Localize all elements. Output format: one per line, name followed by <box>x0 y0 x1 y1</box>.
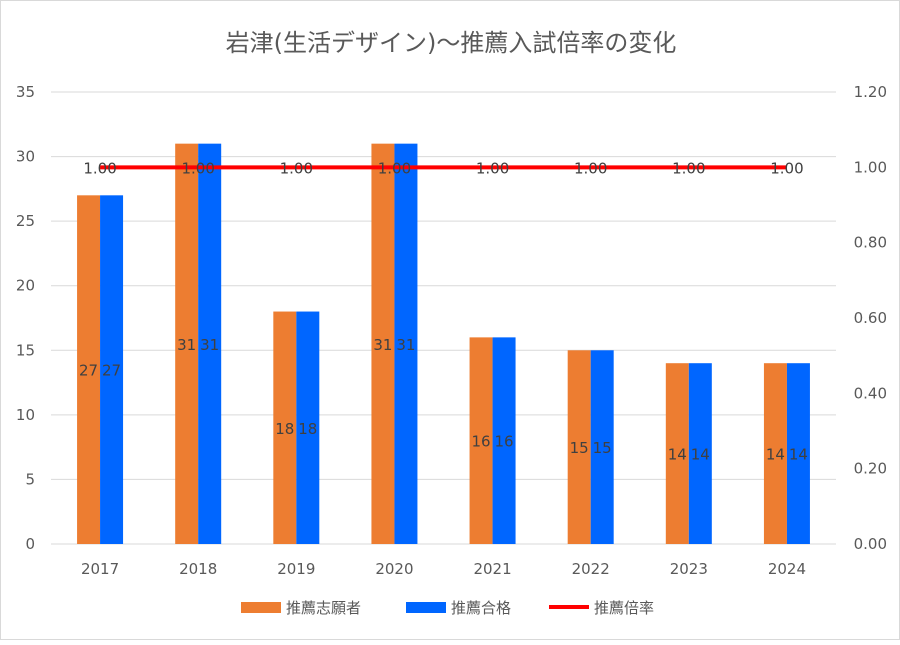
x-tick-label: 2024 <box>768 560 806 578</box>
y-left-tick-label: 15 <box>16 341 35 359</box>
ratio-data-label: 1.00 <box>672 159 705 177</box>
bar-data-label: 18 <box>275 420 294 438</box>
bar-data-label: 31 <box>373 336 392 354</box>
y-right-tick-label: 1.00 <box>854 158 887 176</box>
ratio-data-label: 1.00 <box>181 159 214 177</box>
legend-label: 推薦倍率 <box>594 599 654 617</box>
y-right-tick-label: 0.80 <box>854 234 887 252</box>
y-right-tick-label: 0.40 <box>854 384 887 402</box>
x-tick-label: 2020 <box>375 560 413 578</box>
bar-data-label: 16 <box>495 433 514 451</box>
bar-data-label: 16 <box>472 433 491 451</box>
bar-data-label: 31 <box>200 336 219 354</box>
bar-data-label: 18 <box>298 420 317 438</box>
ratio-data-label: 1.00 <box>476 159 509 177</box>
y-left-tick-label: 20 <box>16 277 35 295</box>
y-right-tick-label: 0.00 <box>854 535 887 553</box>
y-left-tick-label: 30 <box>16 148 35 166</box>
bar-data-label: 15 <box>593 439 612 457</box>
x-tick-label: 2018 <box>179 560 217 578</box>
bar-data-label: 14 <box>766 446 785 464</box>
gridlines <box>51 92 836 544</box>
bar-data-label: 31 <box>396 336 415 354</box>
bar-data-label: 27 <box>79 362 98 380</box>
y-right-tick-label: 1.20 <box>854 83 887 101</box>
axes: 0 5 10 15 20 25 30 35 0.00 0.20 0.40 0.60 0.80 1.00 1.… <box>16 83 887 578</box>
ratio-data-label: 1.00 <box>574 159 607 177</box>
x-tick-label: 2023 <box>670 560 708 578</box>
y-left-tick-label: 0 <box>25 535 35 553</box>
y-right-tick-label: 0.20 <box>854 460 887 478</box>
bar-data-label: 14 <box>691 446 710 464</box>
y-right-tick-label: 0.60 <box>854 309 887 327</box>
ratio-data-label: 1.00 <box>280 159 313 177</box>
bar-data-label: 27 <box>102 362 121 380</box>
bar-data-label: 31 <box>177 336 196 354</box>
y-left-tick-label: 5 <box>25 470 35 488</box>
legend-label: 推薦志願者 <box>286 599 361 617</box>
y-left-tick-label: 35 <box>16 83 35 101</box>
bar-data-label: 15 <box>570 439 589 457</box>
x-tick-label: 2021 <box>473 560 511 578</box>
ratio-data-label: 1.00 <box>378 159 411 177</box>
y-left-tick-label: 25 <box>16 212 35 230</box>
x-tick-label: 2017 <box>81 560 119 578</box>
legend-label: 推薦合格 <box>451 599 511 617</box>
x-tick-label: 2019 <box>277 560 315 578</box>
x-tick-label: 2022 <box>572 560 610 578</box>
bar-data-label: 14 <box>668 446 687 464</box>
legend-swatch <box>406 602 446 613</box>
chart-title: 岩津(生活デザイン)〜推薦入試倍率の変化 <box>226 29 677 57</box>
ratio-data-label: 1.00 <box>770 159 803 177</box>
ratio-data-label: 1.00 <box>83 159 116 177</box>
legend-swatch <box>241 602 281 613</box>
legend: 推薦志願者 推薦合格 推薦倍率 <box>241 599 654 617</box>
y-left-tick-label: 10 <box>16 406 35 424</box>
bar-data-label: 14 <box>789 446 808 464</box>
